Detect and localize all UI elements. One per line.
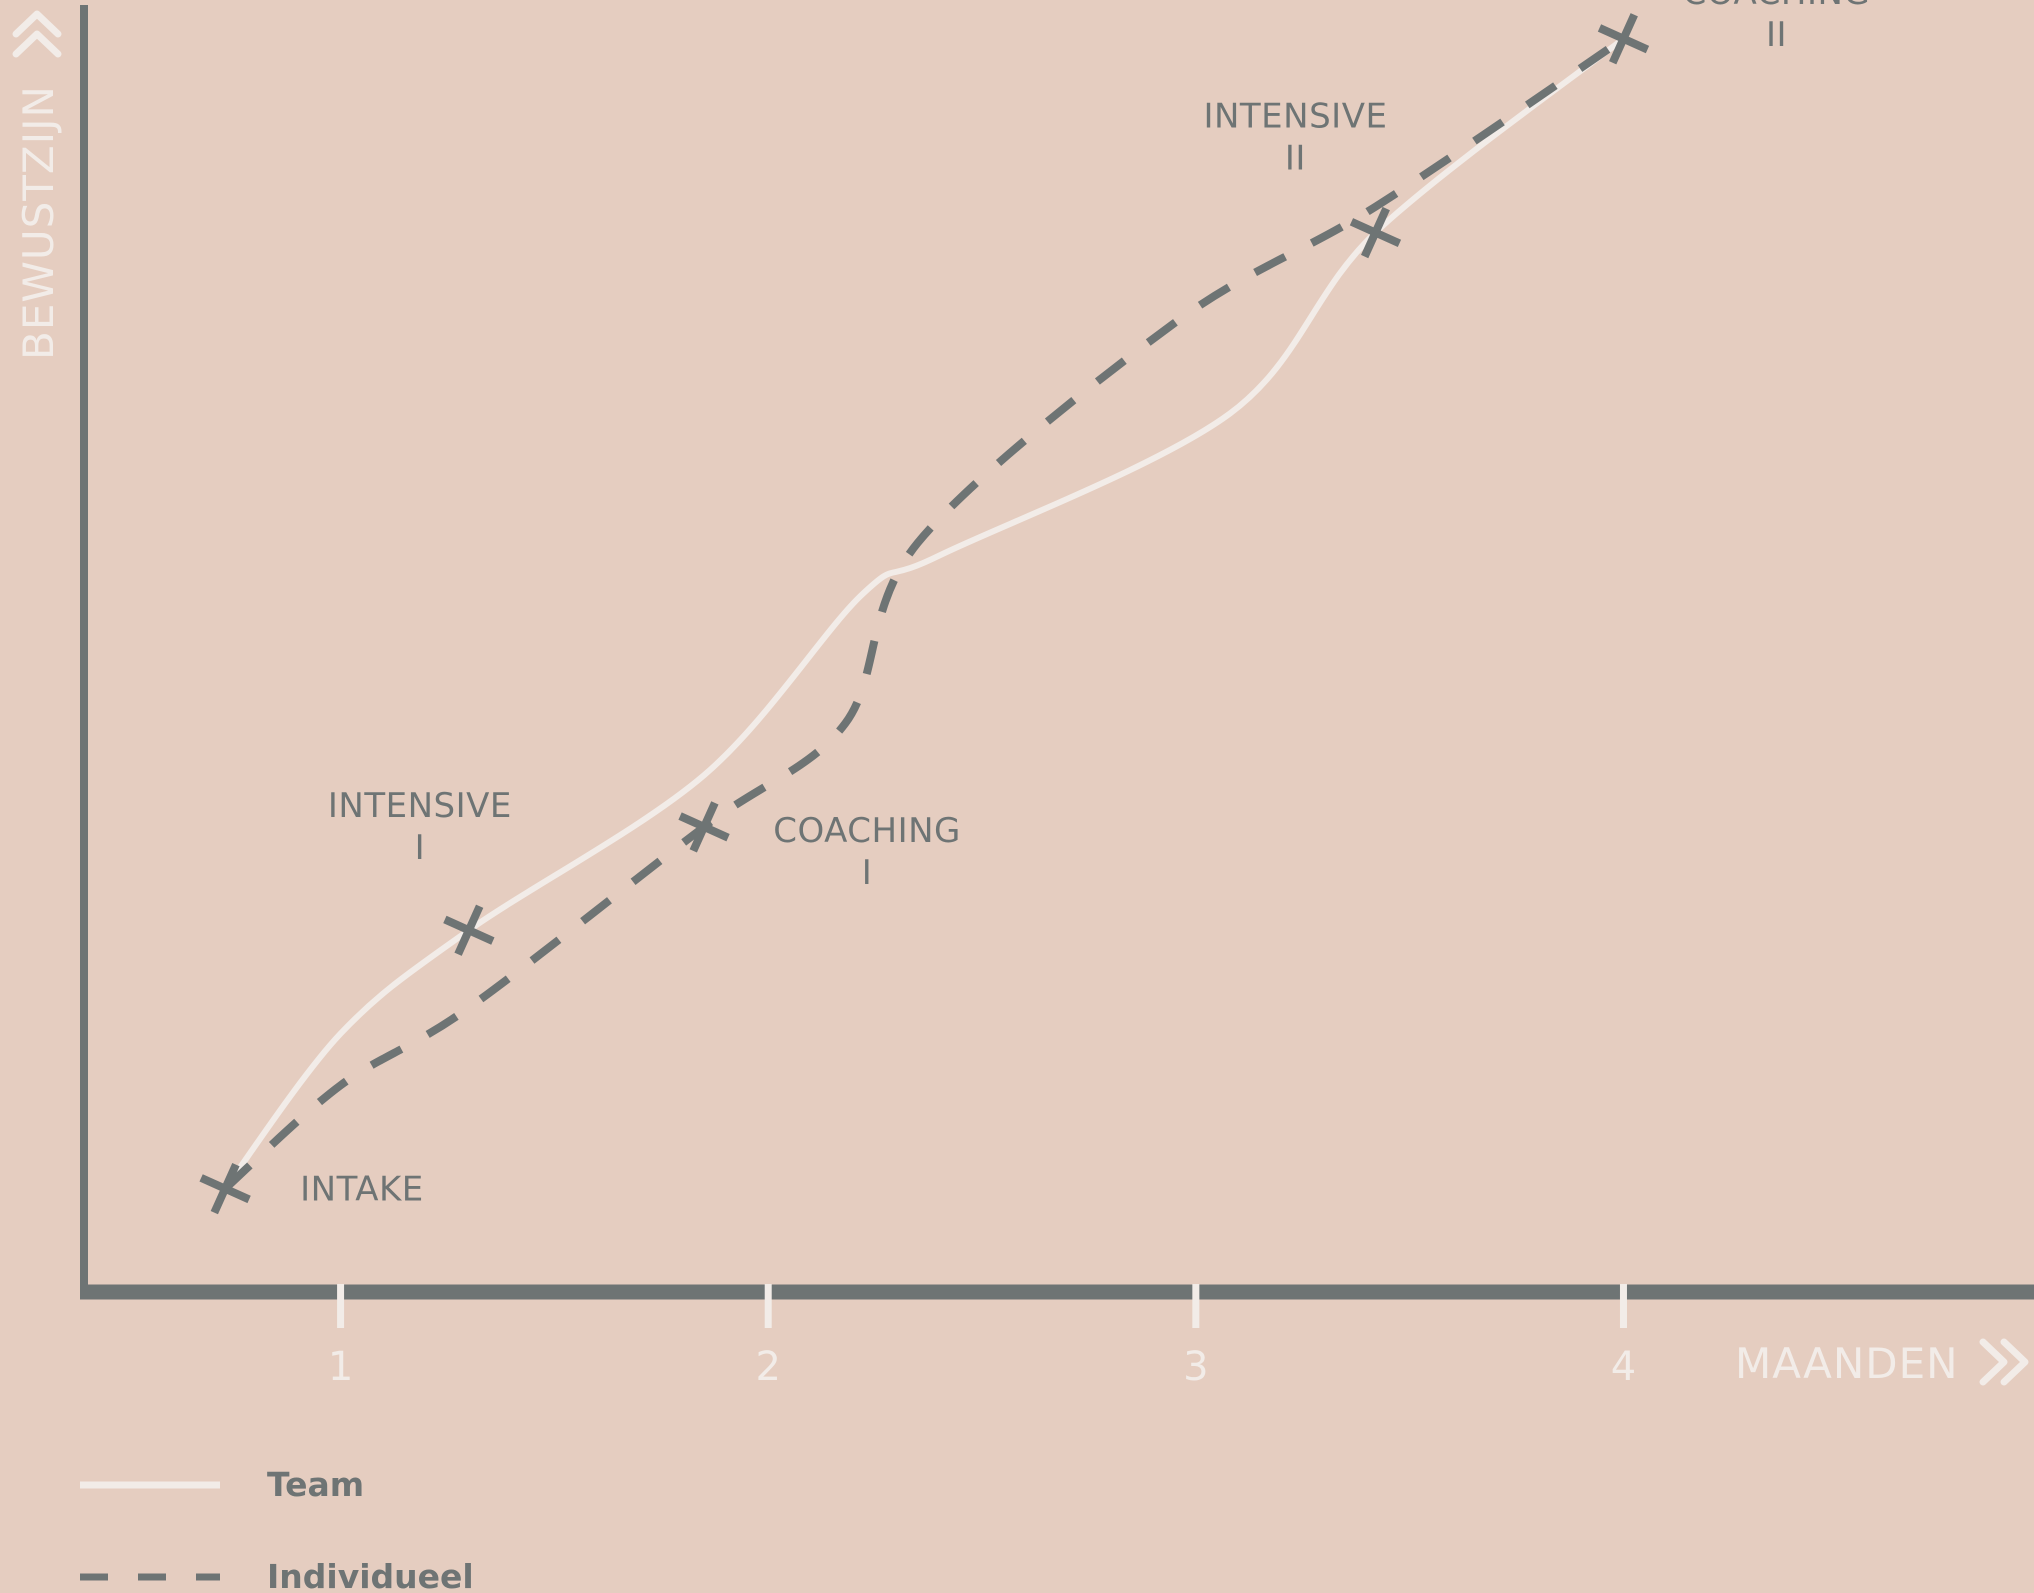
milestone-label: INTENSIVE <box>328 786 512 826</box>
y-axis-title: BEWUSTZIJN <box>14 85 63 360</box>
legend: Team Individueel <box>80 1465 474 1593</box>
x-tick-label: 3 <box>1183 1344 1208 1390</box>
series-line-team <box>222 36 1626 1191</box>
double-chevron-right-icon <box>1979 1338 2029 1386</box>
milestone-labels: INTAKEINTENSIVEICOACHINGIINTENSIVEIICOAC… <box>300 0 1870 1210</box>
milestone-label-numeral: I <box>415 828 426 868</box>
double-chevron-up-icon <box>12 10 62 58</box>
series-layer <box>222 35 1626 1192</box>
milestone-marker <box>1597 13 1650 65</box>
x-ticks: 1 2 3 4 <box>328 1284 1636 1390</box>
milestone-markers <box>199 13 1650 1215</box>
x-tick-label: 1 <box>328 1344 353 1390</box>
legend-label-team: Team <box>267 1465 364 1504</box>
legend-label-individueel: Individueel <box>267 1557 474 1593</box>
x-axis-title: MAANDEN <box>1735 1339 1959 1388</box>
milestone-label: COACHING <box>773 811 961 851</box>
x-tick-label: 4 <box>1611 1344 1636 1390</box>
milestone-label: COACHING <box>1683 0 1871 13</box>
milestone-marker <box>1349 206 1402 259</box>
series-line-individueel <box>222 35 1626 1192</box>
milestone-label-numeral: I <box>862 853 873 893</box>
x-tick-label: 2 <box>755 1344 780 1390</box>
milestone-label-numeral: II <box>1285 139 1306 179</box>
milestone-label: INTENSIVE <box>1203 97 1387 137</box>
milestone-marker <box>678 801 730 853</box>
milestone-marker <box>199 1162 251 1215</box>
milestone-label-numeral: II <box>1766 15 1787 55</box>
milestone-marker <box>443 904 495 956</box>
milestone-label: INTAKE <box>300 1170 424 1210</box>
